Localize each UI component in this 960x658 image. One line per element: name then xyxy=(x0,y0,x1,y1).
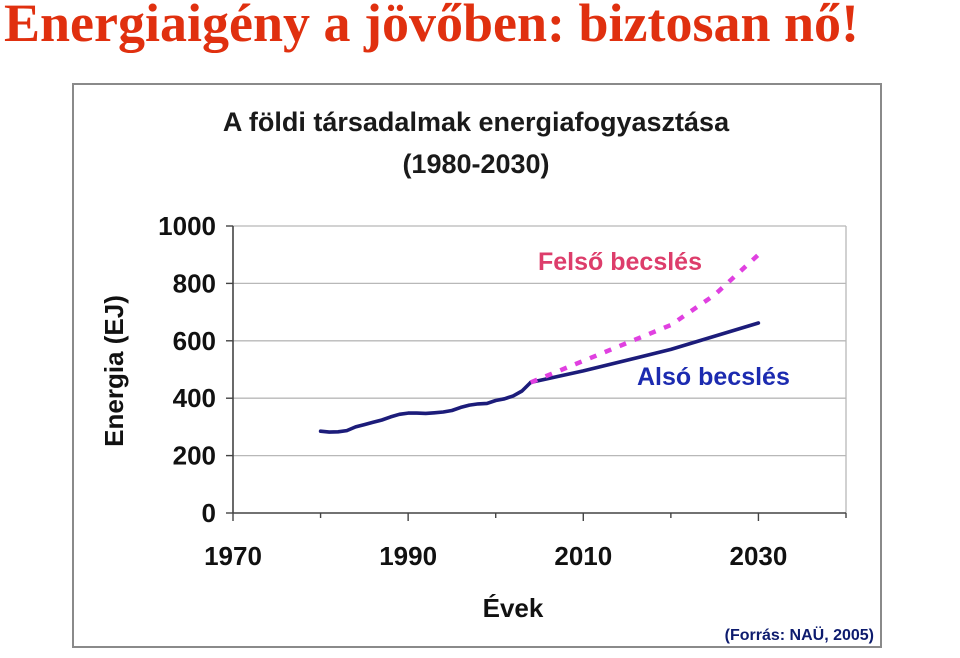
y-tick-label: 800 xyxy=(173,268,216,298)
energy-consumption-chart: 0 200 400 600 800 1000 1970 1990 2010 2030 A föld… xyxy=(99,107,874,644)
chart-subtitle: (1980-2030) xyxy=(402,149,549,179)
x-tick-label: 1970 xyxy=(204,541,262,571)
series-line-fels-becsl-s xyxy=(529,253,760,385)
y-tick-label: 600 xyxy=(173,326,216,356)
x-tick-label: 2030 xyxy=(730,541,788,571)
grid xyxy=(233,225,847,513)
axes: 0 200 400 600 800 1000 1970 1990 2010 2030 xyxy=(158,211,847,571)
y-tick-label: 1000 xyxy=(158,211,216,241)
series-label-lower-estimate: Alsó becslés xyxy=(637,363,790,391)
source-note: (Forrás: NAÜ, 2005) xyxy=(725,625,874,644)
x-tick-label: 2010 xyxy=(554,541,612,571)
slide-title: Energiaigény a jövőben: biztosan nő! xyxy=(4,0,860,53)
chart-title: A földi társadalmak energiafogyasztása xyxy=(223,107,730,137)
y-tick-label: 0 xyxy=(202,498,216,528)
y-tick-label: 200 xyxy=(173,441,216,471)
series-line-history-0 xyxy=(318,380,533,434)
y-tick-label: 400 xyxy=(173,383,216,413)
series-line-als-becsl-s xyxy=(528,321,761,385)
x-axis-label: Évek xyxy=(483,593,544,623)
y-axis-label: Energia (EJ) xyxy=(99,295,129,447)
x-tick-label: 1990 xyxy=(379,541,437,571)
series-label-upper-estimate: Felső becslés xyxy=(538,248,702,276)
series-lines xyxy=(318,253,761,434)
chart-frame: 0 200 400 600 800 1000 1970 1990 2010 2030 A föld… xyxy=(72,83,882,648)
